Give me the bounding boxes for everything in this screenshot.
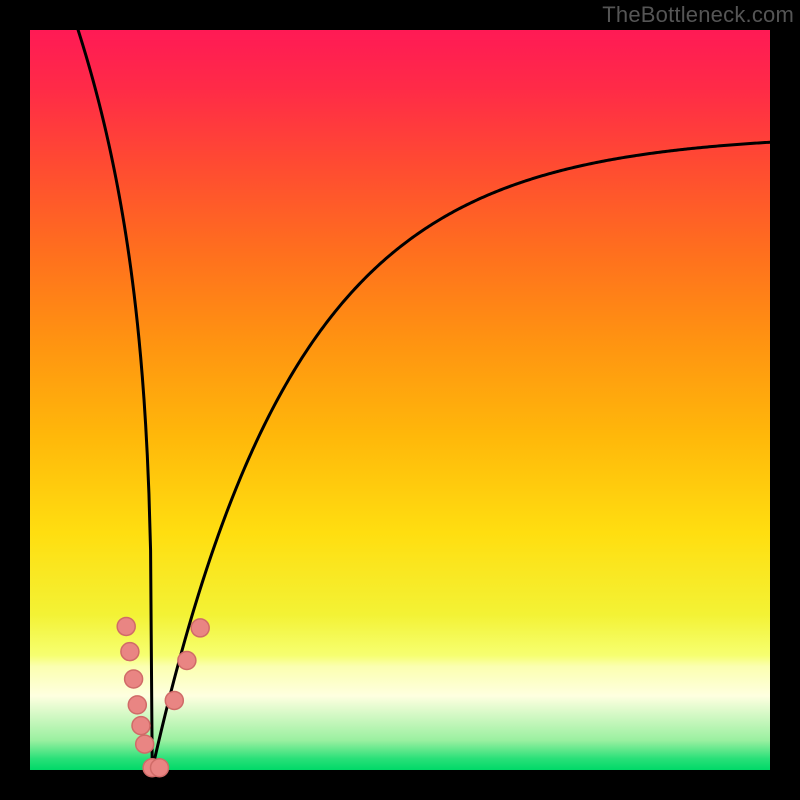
data-marker	[165, 691, 183, 709]
data-marker	[132, 717, 150, 735]
data-marker	[136, 735, 154, 753]
data-marker	[128, 696, 146, 714]
data-marker	[178, 651, 196, 669]
gradient-background	[30, 30, 770, 770]
watermark-text: TheBottleneck.com	[602, 2, 794, 28]
data-marker	[151, 759, 169, 777]
data-marker	[117, 617, 135, 635]
data-marker	[191, 619, 209, 637]
chart-stage: TheBottleneck.com	[0, 0, 800, 800]
bottleneck-curve-chart	[0, 0, 800, 800]
data-marker	[121, 643, 139, 661]
data-marker	[125, 670, 143, 688]
